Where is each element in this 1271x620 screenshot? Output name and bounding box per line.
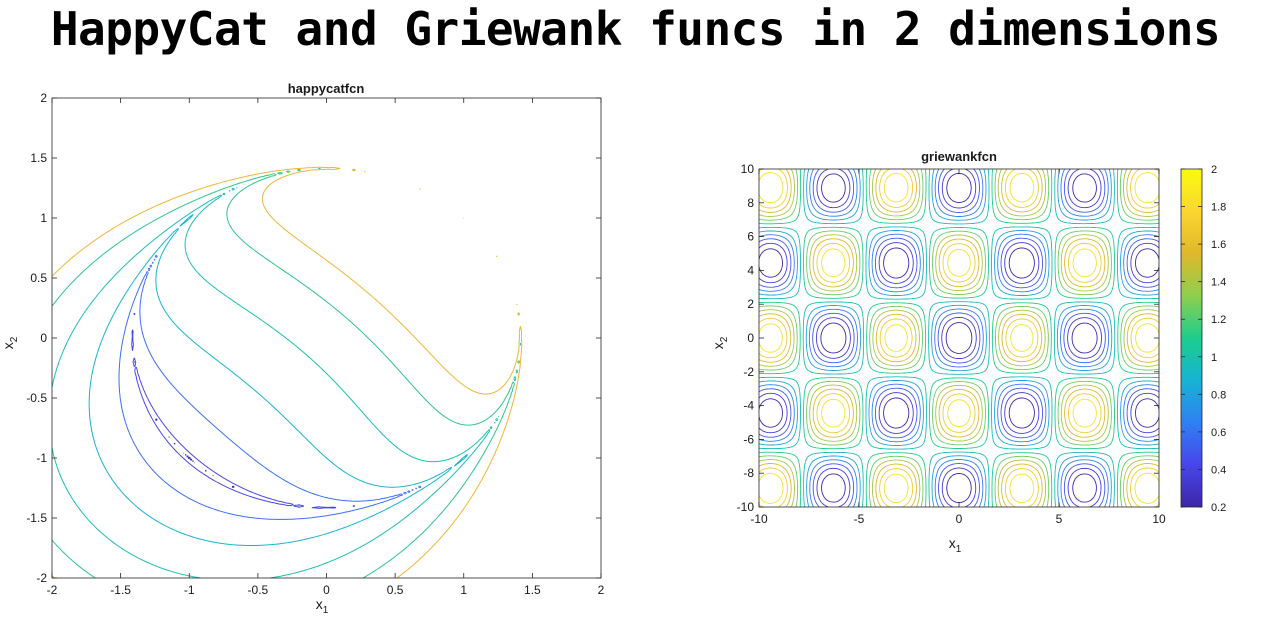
colorbar-tick-label: 0.2 xyxy=(1211,502,1226,514)
happycat-contour-line xyxy=(88,214,468,546)
x-tick-label: -0.5 xyxy=(248,583,269,597)
y-tick-label: -1 xyxy=(36,451,47,465)
x-tick-label: -2 xyxy=(47,583,58,597)
y-tick-label: 0.5 xyxy=(30,271,47,285)
griewank-contour-line xyxy=(759,172,1159,504)
griewank-plot-area xyxy=(759,169,1159,507)
happycat-contour-line xyxy=(118,254,422,520)
colorbar-tick-label: 1.6 xyxy=(1211,239,1226,251)
y-tick-label: -2 xyxy=(36,571,47,585)
griewank-contour-line xyxy=(759,169,1159,507)
griewank-contour-line xyxy=(759,169,1159,507)
y-tick-label: -0.5 xyxy=(26,391,47,405)
griewank-contour-line xyxy=(759,169,1159,507)
happycat-plot-area xyxy=(52,98,601,578)
y-tick-label: 0 xyxy=(747,331,754,345)
colorbar-tick-label: 0.6 xyxy=(1211,427,1226,439)
x-tick-label: 10 xyxy=(1152,512,1166,526)
y-tick-label: -1.5 xyxy=(26,511,47,525)
y-tick-label: -6 xyxy=(743,432,754,446)
y-tick-label: 6 xyxy=(747,230,754,244)
y-tick-label: 8 xyxy=(747,196,754,210)
happycat-ticks: -2 -1.5 -1 -0.5 0 0.5 1 1.5 2 -2 -1.5 -1 -0.5 0 0.5 1 1.… xyxy=(26,91,604,597)
griewank-xlabel: x1 xyxy=(949,535,962,555)
griewank-ylabel: x2 xyxy=(710,336,730,349)
y-tick-label: 1 xyxy=(40,211,47,225)
x-tick-label: 5 xyxy=(1056,512,1063,526)
colorbar-tick-label: 1 xyxy=(1211,352,1217,364)
griewank-contour-line xyxy=(759,169,1159,507)
colorbar xyxy=(1180,168,1203,508)
y-tick-label: -10 xyxy=(737,500,755,514)
y-tick-label: 2 xyxy=(40,91,47,105)
y-tick-label: 2 xyxy=(747,297,754,311)
happycat-xlabel: x1 xyxy=(316,596,329,616)
colorbar-tick-label: 1.2 xyxy=(1211,314,1226,326)
x-tick-label: 2 xyxy=(598,583,605,597)
x-tick-label: 1 xyxy=(460,583,467,597)
happycat-chart: -2 -1.5 -1 -0.5 0 0.5 1 1.5 2 -2 -1.5 -1 -0.5 0 0.5 1 1.… xyxy=(0,81,605,616)
happycat-contour-line xyxy=(133,361,300,507)
y-tick-label: 10 xyxy=(741,162,755,176)
x-tick-label: -1.5 xyxy=(110,583,131,597)
griewank-title: griewankfcn xyxy=(921,149,997,164)
x-tick-label: 1.5 xyxy=(524,583,541,597)
happycat-contour-line xyxy=(52,167,522,578)
y-tick-label: 0 xyxy=(40,331,47,345)
x-tick-label: 0.5 xyxy=(387,583,404,597)
happycat-contours xyxy=(52,166,523,578)
griewank-contour-line xyxy=(759,172,1159,504)
colorbar-tick-label: 2 xyxy=(1211,164,1217,176)
colorbar-tick-label: 0.8 xyxy=(1211,389,1226,401)
griewank-contours xyxy=(759,169,1159,507)
x-tick-label: 0 xyxy=(323,583,330,597)
griewank-contour-line xyxy=(759,169,1159,507)
colorbar-tick-label: 1.8 xyxy=(1211,202,1226,214)
y-tick-label: -2 xyxy=(743,365,754,379)
colorbar-ticks: 0.2 0.4 0.6 0.8 1 1.2 1.4 1.6 1.8 2 xyxy=(1181,164,1226,514)
page-title: HappyCat and Griewank funcs in 2 dimensi… xyxy=(50,2,1221,56)
griewank-contour-line xyxy=(759,169,1159,507)
y-tick-label: -4 xyxy=(743,399,754,413)
happycat-ylabel: x2 xyxy=(0,336,20,349)
x-tick-label: 0 xyxy=(956,512,963,526)
x-tick-label: -10 xyxy=(750,512,768,526)
griewank-contour-line xyxy=(759,169,1159,507)
griewank-contour-line xyxy=(759,169,1159,507)
griewank-ticks: -10 -5 0 5 10 -10 -8 -6 -4 -2 0 2 4 6 8 10 xyxy=(737,162,1166,526)
happycat-contour-line xyxy=(52,166,523,578)
x-tick-label: -1 xyxy=(184,583,195,597)
happycat-title: happycatfcn xyxy=(288,81,365,96)
y-tick-label: 1.5 xyxy=(30,151,47,165)
happycat-contour-line xyxy=(52,183,503,578)
griewank-contour-line xyxy=(759,169,1159,507)
y-tick-label: 4 xyxy=(747,263,754,277)
happycat-contour-line xyxy=(131,312,356,509)
colorbar-tick-label: 0.4 xyxy=(1211,464,1226,476)
griewank-contour-line xyxy=(759,169,1159,507)
colorbar-tick-label: 1.4 xyxy=(1211,277,1226,289)
x-tick-label: -5 xyxy=(854,512,865,526)
y-tick-label: -8 xyxy=(743,466,754,480)
